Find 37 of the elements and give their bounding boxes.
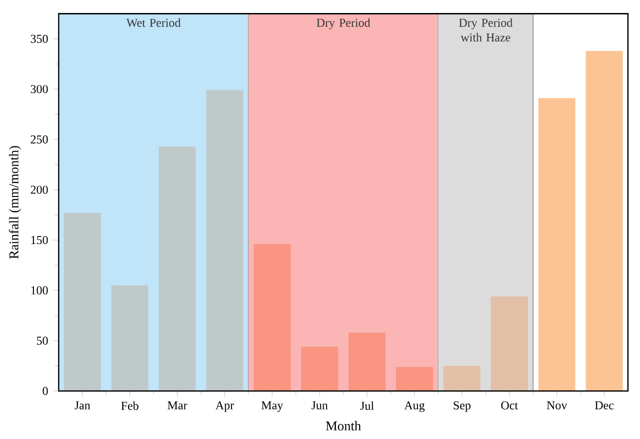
bar [490,296,528,391]
x-tick-label: Jun [312,401,328,410]
bar [64,212,101,391]
bar [254,244,291,391]
bar [396,366,433,391]
y-tick-label: 250 [30,135,48,144]
x-tick-label: Aug [404,401,425,412]
band-label: Dry Period [316,18,370,30]
x-tick-label: Jul [360,401,374,410]
y-tick-label: 50 [36,336,48,345]
bar [348,332,386,391]
x-tick-label: Feb [121,401,138,410]
x-axis-title: Month [326,421,361,430]
bar [586,50,623,391]
x-tick-label: Dec [594,401,614,410]
y-tick-label: 200 [30,186,48,194]
x-tick-label: Mar [168,401,188,410]
bar [538,98,576,391]
x-tick-label: Oct [501,401,518,410]
x-tick-label: Nov [546,401,568,410]
y-tick-label: 100 [31,286,48,294]
band-label: Wet Period [126,18,181,27]
y-tick-label: 300 [30,85,48,94]
x-tick-label: Apr [216,401,234,412]
y-tick-label: 0 [42,386,48,396]
bar [158,146,196,391]
x-tick-label: Jan [74,401,90,410]
x-tick-label: Sep [454,401,470,412]
bar [206,90,244,391]
band-label: Dry Period with Haze [459,18,513,42]
x-tick-label: May [262,401,284,412]
bar [443,366,480,391]
bar [301,346,338,391]
bar [111,285,148,391]
y-tick-label: 150 [31,236,48,244]
y-axis-title: Rainfall (mm/month) [8,146,22,259]
y-tick-label: 350 [30,34,48,43]
